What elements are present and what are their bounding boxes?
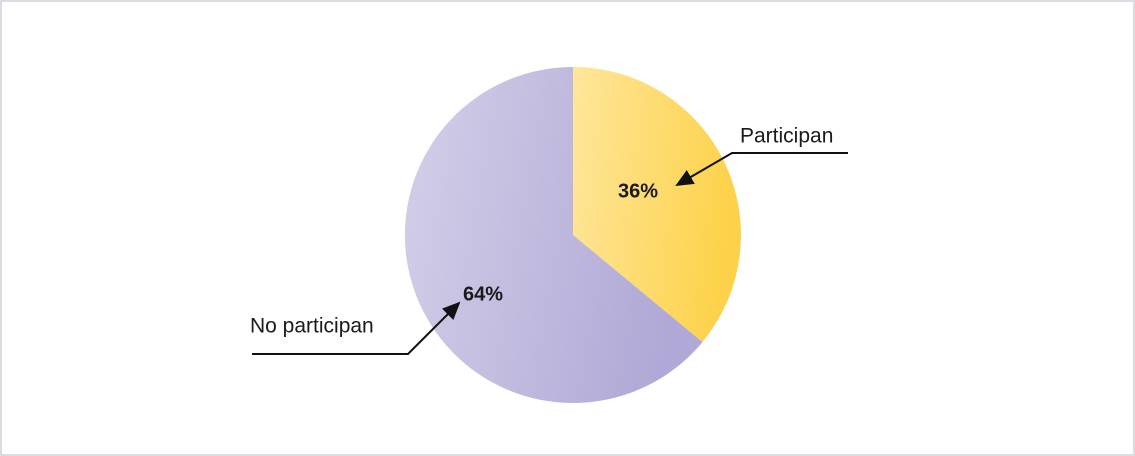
value-label: 36% [618, 180, 658, 202]
slice-shade [404, 67, 703, 404]
value-label: 64% [463, 283, 503, 305]
category-label: No participan [250, 315, 374, 338]
slice-shade [573, 67, 741, 343]
pie [404, 67, 741, 404]
labels: Participan 36% No participan 64% [250, 125, 848, 355]
callout-arrow [675, 152, 848, 187]
category-label: Participan [740, 125, 833, 148]
callout-arrow [252, 301, 461, 355]
